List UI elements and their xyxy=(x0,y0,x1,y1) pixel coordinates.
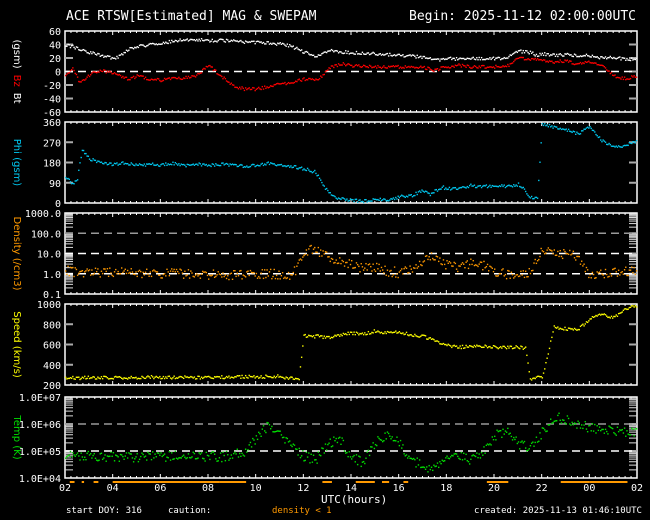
panel-density: 1000.0100.010.01.00.1Density (/cm3) xyxy=(11,209,637,301)
panel-temp: 1.0E+07 1.0E+06 1.0E+05 1.0E+04 Temp (K) xyxy=(11,393,637,485)
y-axis-label: Temp (K) xyxy=(11,414,22,459)
x-tick-label: 18 xyxy=(440,483,452,494)
y-tick-label: 10.0 xyxy=(37,250,61,261)
x-tick-label: 16 xyxy=(393,483,405,494)
series-speed xyxy=(65,305,637,381)
series-bt xyxy=(65,38,637,62)
y-axis-label: Speed (km/s) xyxy=(11,311,22,378)
density-caution-marker xyxy=(82,481,84,483)
y-tick-label: 1000 xyxy=(37,300,61,311)
y-tick-label: 400 xyxy=(43,361,61,372)
panel-mag: 6040200-20-40-60(gsm)BzBt xyxy=(11,27,637,119)
density-caution-marker xyxy=(356,481,375,483)
y-tick-label: 20 xyxy=(49,54,61,65)
x-tick-label: 04 xyxy=(107,483,119,494)
y-tick-label: 360 xyxy=(43,118,61,129)
x-tick-label: 20 xyxy=(488,483,500,494)
x-tick-label: 06 xyxy=(154,483,166,494)
panel-frame xyxy=(65,304,637,385)
x-tick-label: 02 xyxy=(631,483,643,494)
x-tick-label: 10 xyxy=(250,483,262,494)
y-axis-label: Phi (gsm) xyxy=(11,139,22,187)
y-tick-label: 40 xyxy=(49,41,61,52)
density-caution-marker xyxy=(322,481,332,483)
y-axis-label: (gsm)BzBt xyxy=(11,40,22,104)
density-caution-marker xyxy=(403,481,408,483)
panel-phi: 360270180900Phi (gsm) xyxy=(11,118,637,210)
panel-frame xyxy=(65,397,637,478)
created-timestamp: created: 2025-11-13 01:46:10UTC xyxy=(474,506,642,516)
solar-wind-chart: 6040200-20-40-60(gsm)BzBt360270180900Phi… xyxy=(0,0,650,520)
y-tick-label: -20 xyxy=(43,81,61,92)
y-axis-label: Density (/cm3) xyxy=(11,217,22,291)
density-caution-marker xyxy=(561,481,590,483)
y-tick-label: 600 xyxy=(43,341,61,352)
x-tick-label: 02 xyxy=(59,483,71,494)
density-caution-marker xyxy=(487,481,508,483)
y-tick-label: 60 xyxy=(49,27,61,38)
y-tick-label: 1.0 xyxy=(43,270,61,281)
caution-label: caution: xyxy=(168,506,211,516)
series-density xyxy=(65,245,637,280)
x-tick-label: 00 xyxy=(583,483,595,494)
y-tick-label: 180 xyxy=(43,159,61,170)
density-caution-marker xyxy=(220,481,246,483)
x-tick-label: 08 xyxy=(202,483,214,494)
x-axis-label: UTC(hours) xyxy=(321,493,387,506)
series-phi xyxy=(65,123,637,203)
y-tick-label: 1000.0 xyxy=(25,209,61,220)
density-caution-marker xyxy=(113,481,137,483)
density-caution-marker xyxy=(589,481,627,483)
start-doy: start DOY: 316 xyxy=(66,506,142,516)
y-tick-label: 800 xyxy=(43,320,61,331)
y-tick-label: 100.0 xyxy=(31,229,61,240)
density-caution-note: density < 1 xyxy=(272,506,332,516)
series-temp xyxy=(65,413,637,473)
x-tick-label: 22 xyxy=(536,483,548,494)
y-tick-label: 1.0E+05 xyxy=(19,447,61,458)
density-caution-marker xyxy=(137,481,220,483)
y-tick-label: 1.0E+04 xyxy=(19,474,61,485)
x-tick-label: 12 xyxy=(297,483,309,494)
y-tick-label: -40 xyxy=(43,95,61,106)
panel-speed: 1000 800 600 400 200 Speed (km/s) xyxy=(11,300,637,392)
y-tick-label: 90 xyxy=(49,179,61,190)
density-caution-marker xyxy=(94,481,99,483)
y-tick-label: 200 xyxy=(43,381,61,392)
y-tick-label: 1.0E+07 xyxy=(19,393,61,404)
series-bz xyxy=(65,57,637,92)
density-caution-marker xyxy=(382,481,389,483)
panel-frame xyxy=(65,122,637,203)
density-caution-marker xyxy=(70,481,75,483)
y-tick-label: 1.0E+06 xyxy=(19,420,61,431)
y-tick-label: 0 xyxy=(55,68,61,79)
y-tick-label: 270 xyxy=(43,138,61,149)
